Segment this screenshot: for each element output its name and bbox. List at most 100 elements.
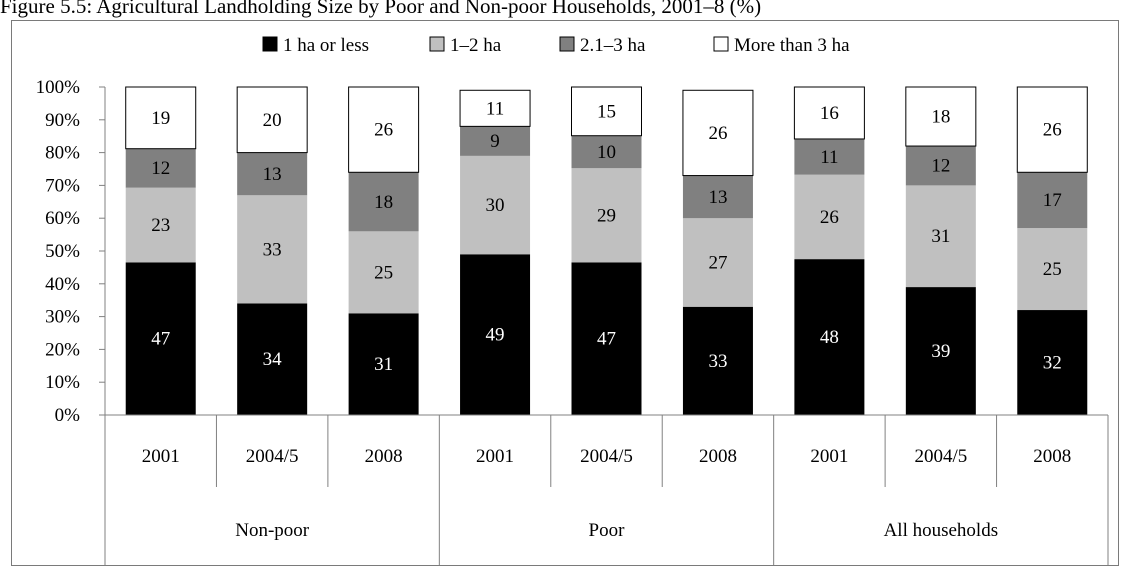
data-label: 10 [597, 142, 616, 163]
bar-segment [571, 86, 642, 137]
bar-stack: 39 31 12 18 [905, 86, 977, 415]
data-label: 31 [374, 354, 393, 375]
bar-segment [682, 306, 753, 415]
bar-segment [348, 86, 420, 173]
bar-segment [905, 86, 977, 147]
data-label: 47 [151, 329, 170, 350]
data-label: 49 [486, 325, 505, 346]
y-tick-label: 50% [45, 241, 80, 262]
data-label: 39 [931, 341, 950, 362]
data-label: 12 [151, 158, 170, 179]
bar-segment [793, 86, 865, 140]
group-label: Poor [589, 520, 626, 541]
bar-segment [905, 146, 976, 186]
bar-segment [125, 187, 196, 263]
bar-segment [125, 262, 196, 415]
legend: 1 ha or less 1–2 ha 2.1–3 ha More than 3 ha [262, 35, 850, 56]
bar-segment [125, 148, 196, 188]
data-label: 17 [1043, 190, 1062, 211]
x-tick-label: 2001 [810, 446, 848, 467]
bar-segment [682, 89, 754, 177]
legend-item-2: 1–2 ha [429, 35, 502, 56]
data-label: 48 [820, 327, 839, 348]
bar-segment [460, 254, 531, 415]
group-label: All households [884, 520, 999, 541]
bar-segment [237, 303, 308, 415]
y-tick-label: 60% [45, 208, 80, 229]
legend-swatch [429, 36, 445, 52]
bar-stack: 48 26 11 16 [793, 86, 865, 415]
bar-segment [794, 138, 865, 175]
x-tick-label: 2008 [1033, 446, 1071, 467]
bar-segment [460, 126, 531, 156]
legend-swatch [713, 36, 729, 52]
bar-segment [237, 195, 308, 304]
data-label: 13 [263, 164, 282, 185]
bar-segment [1016, 86, 1088, 173]
data-label: 9 [490, 131, 500, 152]
bar-stack: 47 23 12 19 [125, 86, 197, 415]
legend-item-4: More than 3 ha [713, 35, 850, 56]
legend-item-3: 2.1–3 ha [559, 35, 646, 56]
data-label: 33 [263, 239, 282, 260]
x-tick-label: 2008 [365, 446, 403, 467]
data-label: 23 [151, 215, 170, 236]
data-label: 26 [374, 120, 393, 141]
bar-segment [348, 172, 419, 232]
bar-segment [1017, 172, 1088, 229]
data-label: 34 [263, 349, 283, 370]
data-label: 25 [1043, 259, 1062, 280]
bar-segment [905, 287, 976, 415]
data-label: 16 [820, 103, 839, 124]
bar-stack: 33 27 13 26 [682, 89, 754, 415]
x-tick-label: 2001 [476, 446, 514, 467]
data-label: 33 [708, 351, 727, 372]
data-label: 32 [1043, 353, 1062, 374]
data-label: 29 [597, 205, 616, 226]
y-tick-label: 0% [55, 405, 81, 426]
y-tick-label: 20% [45, 339, 80, 360]
y-tick-label: 40% [45, 274, 80, 295]
y-tick-label: 80% [45, 143, 80, 164]
legend-label: More than 3 ha [734, 35, 850, 56]
bar-segment [794, 259, 865, 415]
bar-stack: 47 29 10 15 [571, 86, 642, 415]
data-label: 30 [486, 195, 505, 216]
bar-segment [1017, 310, 1088, 415]
bar-segment [237, 152, 308, 196]
legend-label: 1–2 ha [450, 35, 502, 56]
data-label: 25 [374, 262, 393, 283]
data-label: 47 [597, 329, 616, 350]
x-tick-label: 2001 [142, 446, 180, 467]
bar-segment [905, 185, 976, 288]
data-label: 31 [931, 226, 950, 247]
bar-segment [348, 231, 419, 314]
y-tick-label: 30% [45, 307, 80, 328]
bar-stack: 32 25 17 26 [1016, 86, 1088, 415]
x-tick-label: 2004/5 [914, 446, 967, 467]
data-label: 20 [263, 110, 282, 131]
y-tick-label: 10% [45, 372, 80, 393]
data-label: 18 [374, 192, 393, 213]
data-label: 19 [151, 108, 170, 129]
bar-segment [348, 313, 419, 415]
legend-item-1: 1 ha or less [262, 35, 369, 56]
data-label: 26 [820, 207, 839, 228]
x-tick-label: 2008 [699, 446, 737, 467]
bar-segment [794, 174, 865, 260]
bar-segment [236, 86, 308, 154]
y-tick-label: 70% [45, 175, 80, 196]
x-tick-label: 2004/5 [580, 446, 633, 467]
bar-segment [571, 262, 642, 415]
legend-swatch [262, 36, 278, 52]
data-label: 15 [597, 101, 616, 122]
bar-segment [459, 89, 531, 127]
data-label: 11 [486, 98, 504, 119]
bar-segment [125, 86, 197, 150]
data-label: 26 [708, 123, 727, 144]
bars: 47 23 12 19 34 33 13 20 31 25 18 26 49 30 9 11 47 29 10 15 3… [125, 86, 1088, 415]
bar-segment [460, 155, 531, 255]
figure-caption: Figure 5.5: Agricultural Landholding Siz… [0, 0, 762, 18]
chart-frame [11, 20, 1119, 566]
group-label: Non-poor [235, 520, 310, 541]
